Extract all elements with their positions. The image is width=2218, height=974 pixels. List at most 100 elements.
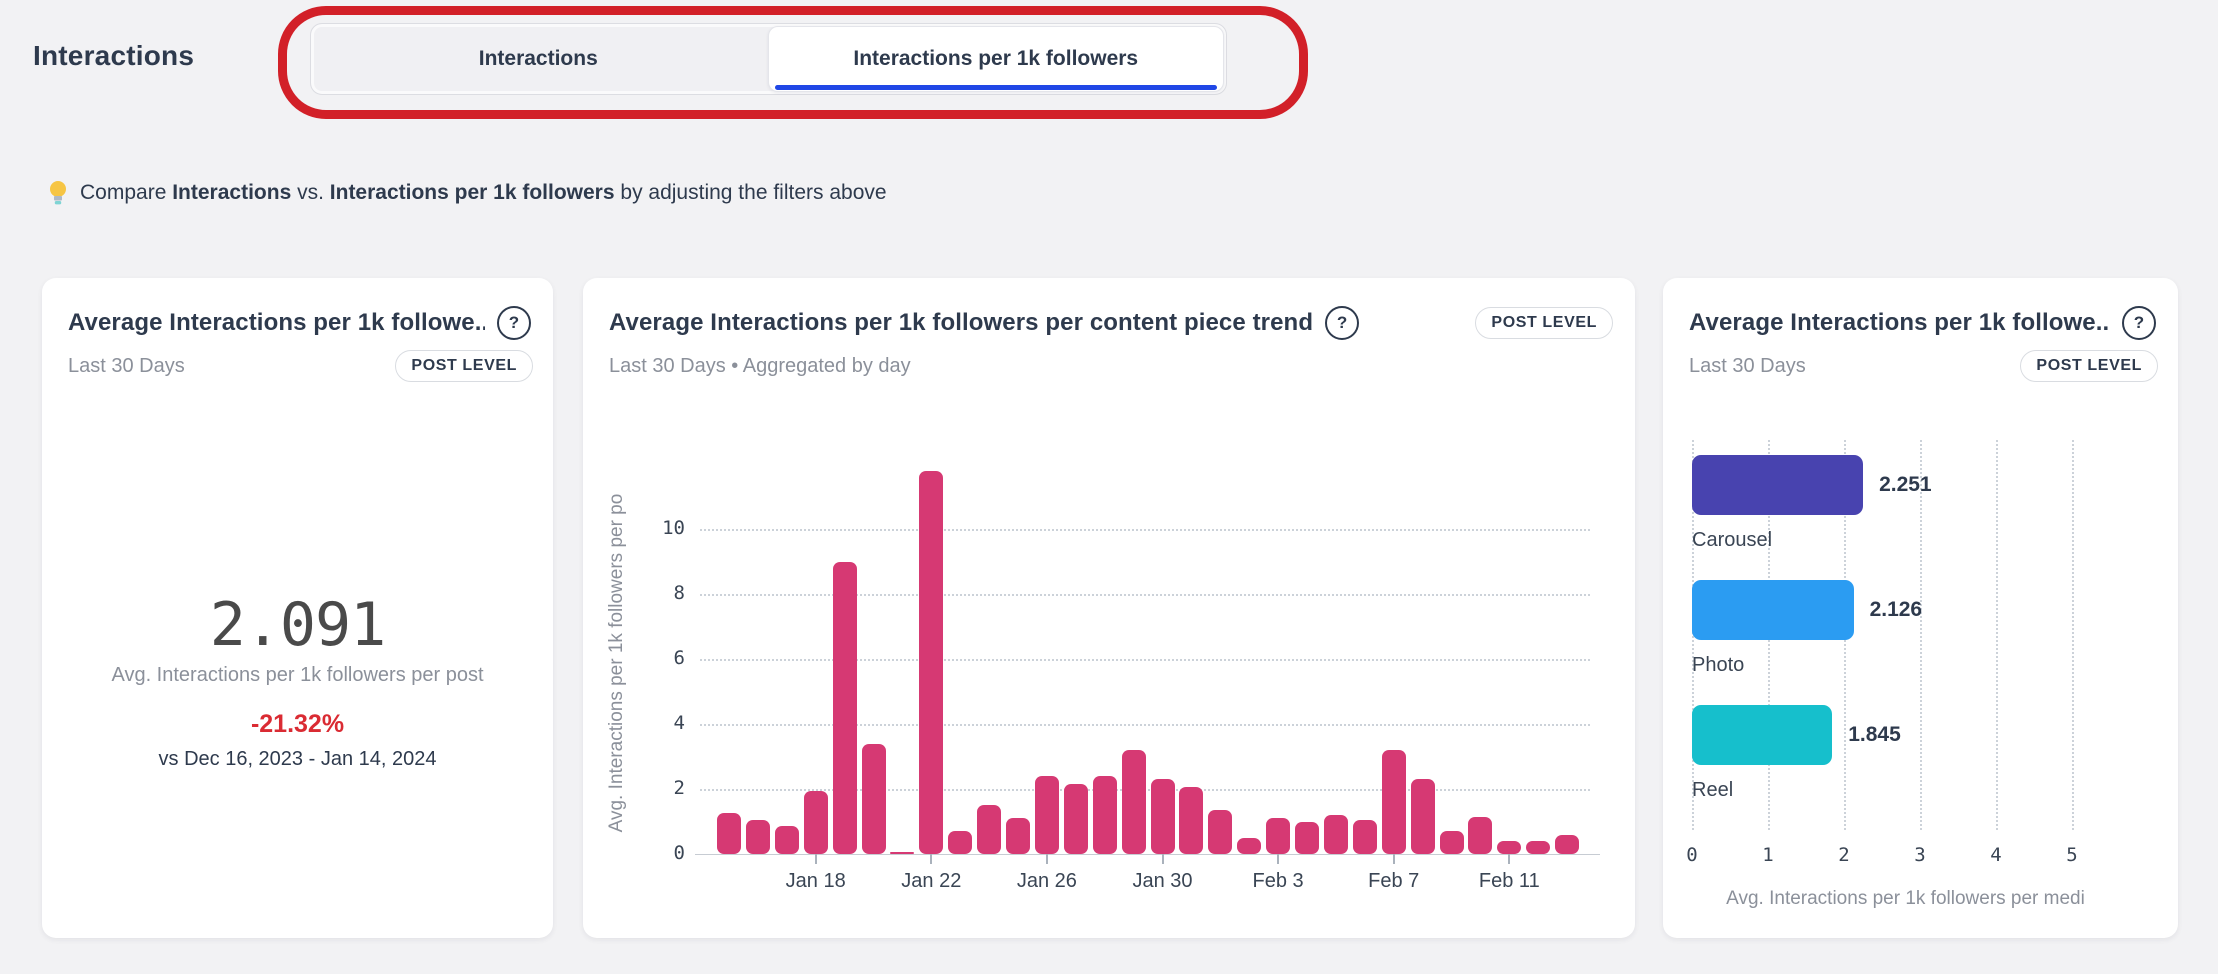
tip-text: Compare Interactions vs. Interactions pe… <box>80 181 887 204</box>
period-label: Last 30 Days <box>68 354 185 377</box>
bar[interactable] <box>1692 455 1864 515</box>
bar[interactable] <box>1208 810 1233 854</box>
metric-tab-group: Interactions Interactions per 1k followe… <box>310 23 1227 95</box>
x-tick-label: Jan 26 <box>1016 870 1077 892</box>
bar[interactable] <box>1323 815 1348 854</box>
bar[interactable] <box>1121 750 1146 854</box>
comparison-period: vs Dec 16, 2023 - Jan 14, 2024 <box>158 748 437 770</box>
x-axis-line <box>695 854 1600 855</box>
x-tick-label: 3 <box>1914 844 1926 866</box>
summary-card: Average Interactions per 1k followe... ?… <box>42 278 553 938</box>
bar[interactable] <box>919 470 944 854</box>
trend-bar-chart: Avg. Interactions per 1k followers per p… <box>583 278 1635 938</box>
y-tick-label: 6 <box>673 647 685 669</box>
y-tick-label: 0 <box>673 842 685 864</box>
bar[interactable] <box>745 819 770 854</box>
bar[interactable] <box>1266 818 1291 854</box>
bar[interactable] <box>1092 776 1117 854</box>
x-tick-mark <box>1508 854 1511 864</box>
bar[interactable] <box>717 813 741 854</box>
period-label: Last 30 Days • Aggregated by day <box>609 354 911 377</box>
question-circle-icon[interactable]: ? <box>1325 306 1360 340</box>
question-circle-icon[interactable]: ? <box>497 306 531 340</box>
x-tick-mark <box>930 854 933 864</box>
tip-row: Compare Interactions vs. Interactions pe… <box>46 178 887 208</box>
bar[interactable] <box>1410 779 1435 854</box>
x-tick-label: Jan 30 <box>1132 870 1193 892</box>
x-tick-label: 0 <box>1686 844 1698 866</box>
bar[interactable] <box>1006 818 1030 854</box>
x-axis-label: Avg. Interactions per 1k followers per m… <box>1726 888 2085 909</box>
trend-card: Average Interactions per 1k followers pe… <box>583 278 1635 938</box>
x-tick-mark <box>1277 854 1280 864</box>
x-tick-label: Feb 3 <box>1252 870 1304 892</box>
gridline <box>700 724 1590 726</box>
metric-value: 2.091 <box>209 590 387 660</box>
bar[interactable] <box>832 561 857 854</box>
lightbulb-icon <box>50 181 66 205</box>
gridline <box>1920 440 1922 830</box>
bar[interactable] <box>1150 779 1175 854</box>
bar[interactable] <box>1034 776 1059 854</box>
x-tick-label: 4 <box>1990 844 2002 866</box>
bar[interactable] <box>1352 819 1377 854</box>
x-tick-label: Jan 18 <box>785 870 846 892</box>
y-tick-label: 8 <box>673 582 685 604</box>
gridline <box>700 659 1590 661</box>
tab-interactions[interactable]: Interactions <box>311 24 766 94</box>
x-tick-mark <box>1161 854 1164 864</box>
bar[interactable] <box>1295 821 1319 854</box>
metric-value-label: Avg. Interactions per 1k followers per p… <box>111 664 484 686</box>
bar[interactable] <box>1555 834 1580 854</box>
x-tick-label: 2 <box>1838 844 1850 866</box>
gridline <box>2072 440 2074 830</box>
bar[interactable] <box>803 790 828 854</box>
page-title: Interactions <box>33 40 195 71</box>
x-tick-mark <box>1045 854 1048 864</box>
gridline <box>1996 440 1998 830</box>
card-title: Average Interactions per 1k followe... <box>68 309 485 336</box>
tab-label: Interactions per 1k followers <box>853 47 1139 70</box>
x-tick-label: 5 <box>2066 844 2078 866</box>
bar[interactable] <box>948 831 973 854</box>
y-tick-label: 4 <box>673 712 685 734</box>
bar-category-label: Reel <box>1692 779 1734 801</box>
bar[interactable] <box>1692 580 1854 640</box>
period-label: Last 30 Days <box>1689 354 1806 377</box>
bar[interactable] <box>774 826 799 854</box>
x-tick-label: Feb 7 <box>1368 870 1420 892</box>
bar-category-label: Carousel <box>1692 529 1773 551</box>
bar-value-label: 2.126 <box>1869 598 1923 621</box>
bar[interactable] <box>1237 837 1262 854</box>
bar[interactable] <box>1179 787 1204 854</box>
bar-value-label: 1.845 <box>1848 723 1901 746</box>
y-tick-label: 10 <box>662 517 685 539</box>
delta-percentage: -21.32% <box>250 710 345 738</box>
x-tick-mark <box>1392 854 1395 864</box>
bar[interactable] <box>1692 705 1833 765</box>
bar[interactable] <box>890 852 915 854</box>
bar[interactable] <box>1526 841 1551 854</box>
media-type-bar-chart: Avg. Interactions per 1k followers per m… <box>1663 278 2178 938</box>
bar-category-label: Photo <box>1692 654 1745 676</box>
bar[interactable] <box>1439 831 1464 854</box>
x-tick-mark <box>814 854 817 864</box>
tab-label: Interactions <box>478 47 598 70</box>
post-level-badge: POST LEVEL <box>1475 307 1613 339</box>
active-tab-underline <box>774 85 1217 90</box>
x-tick-label: Jan 22 <box>901 870 962 892</box>
gridline <box>700 594 1590 596</box>
bar[interactable] <box>1381 750 1406 854</box>
bar[interactable] <box>1497 841 1522 854</box>
bar[interactable] <box>977 805 1002 854</box>
bar[interactable] <box>861 743 886 854</box>
bar[interactable] <box>1063 784 1088 854</box>
question-circle-icon[interactable]: ? <box>2122 306 2156 340</box>
gridline <box>700 529 1590 531</box>
post-level-badge: POST LEVEL <box>2020 350 2158 382</box>
y-tick-label: 2 <box>673 777 685 799</box>
card-title: Average Interactions per 1k followe... <box>1689 309 2110 336</box>
bar[interactable] <box>1468 816 1493 854</box>
tab-interactions-per-1k-followers[interactable]: Interactions per 1k followers <box>767 26 1224 92</box>
